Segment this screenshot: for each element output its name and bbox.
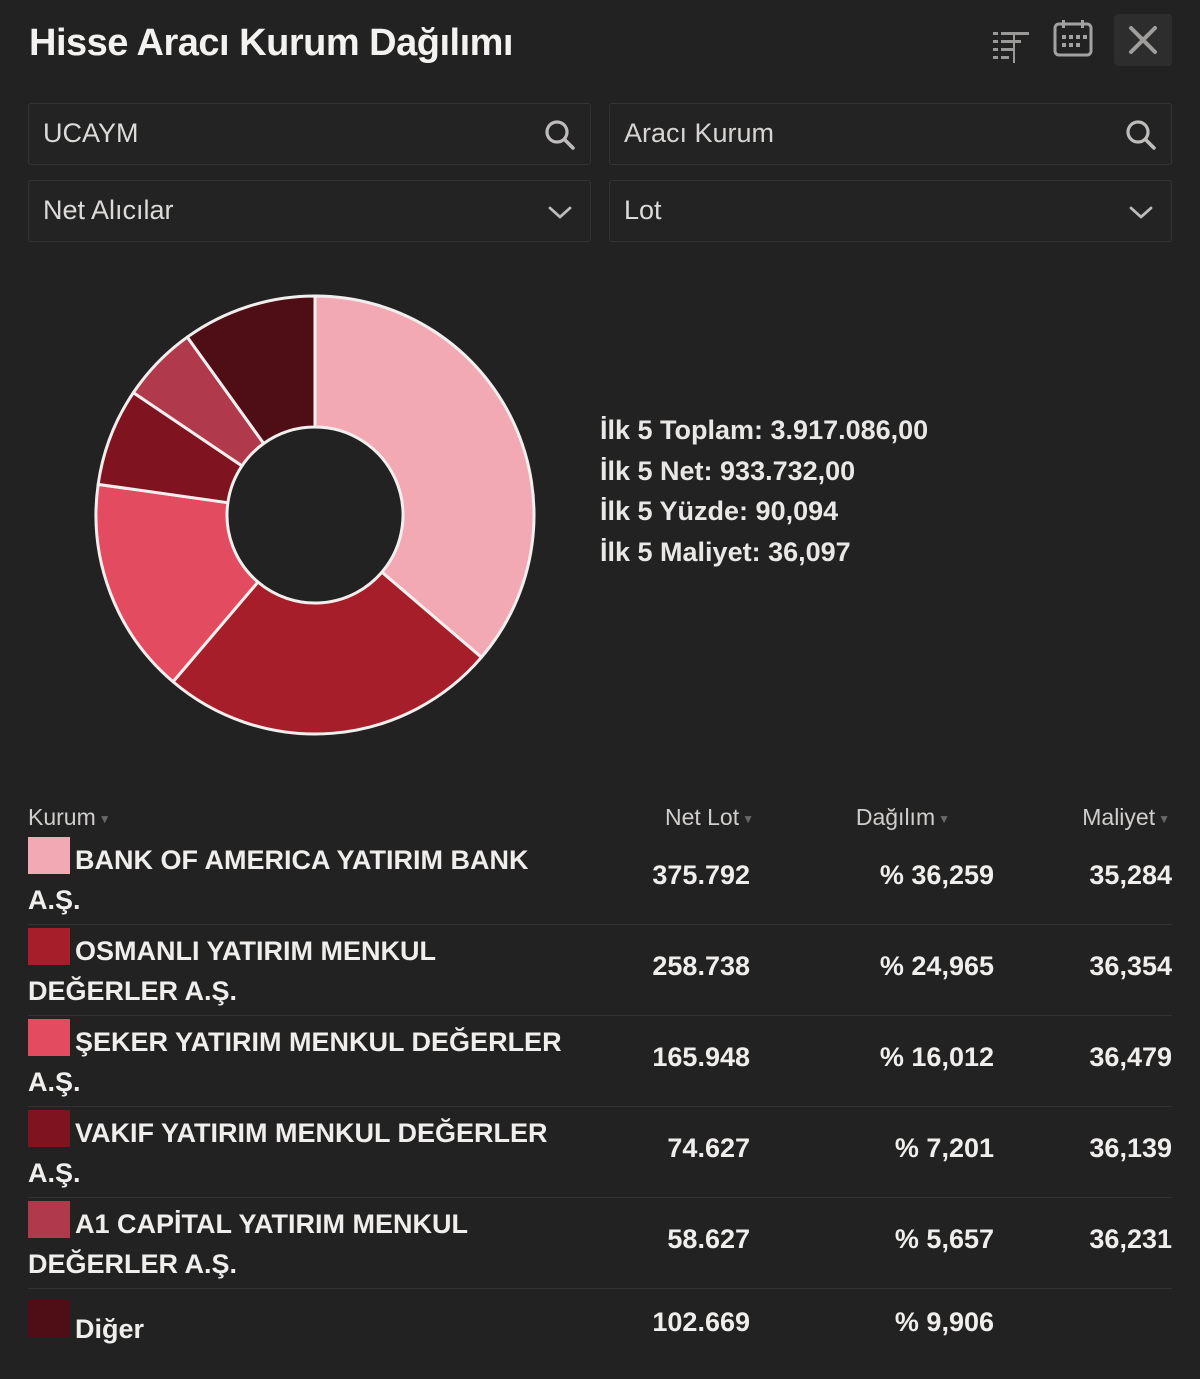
row-dagilim: % 9,906 (894, 1307, 994, 1337)
table-row[interactable]: VAKIF YATIRIM MENKUL DEĞERLER A.Ş. 74.62… (28, 1107, 1172, 1198)
row-dagilim: % 7,201 (894, 1133, 994, 1163)
row-maliyet: 36,139 (1089, 1133, 1172, 1163)
row-dagilim: % 16,012 (879, 1042, 994, 1072)
row-broker-name: VAKIF YATIRIM MENKUL DEĞERLER A.Ş. (28, 1118, 548, 1188)
broker-donut-chart (90, 290, 540, 740)
row-broker-name: OSMANLI YATIRIM MENKUL DEĞERLER A.Ş. (28, 936, 436, 1006)
unit-select[interactable]: Lot (609, 180, 1172, 242)
column-header-dagilim[interactable]: Dağılım ▼ (855, 804, 950, 830)
panel-title: Hisse Aracı Kurum Dağılımı (29, 22, 513, 64)
search-icon[interactable] (542, 117, 578, 153)
row-net-lot: 58.627 (667, 1224, 750, 1254)
column-header-net-lot[interactable]: Net Lot ▼ (664, 804, 754, 830)
table-row[interactable]: OSMANLI YATIRIM MENKUL DEĞERLER A.Ş. 258… (28, 925, 1172, 1016)
summary-percent: İlk 5 Yüzde: 90,094 (600, 496, 839, 526)
row-net-lot: 102.669 (652, 1307, 750, 1337)
search-icon[interactable] (1123, 117, 1159, 153)
legend-swatch (28, 1201, 70, 1238)
close-icon[interactable] (1114, 14, 1172, 66)
broker-search-field[interactable] (609, 103, 1172, 165)
sort-caret-icon: ▼ (742, 811, 754, 826)
table-row[interactable]: ŞEKER YATIRIM MENKUL DEĞERLER A.Ş. 165.9… (28, 1016, 1172, 1107)
donut-slice[interactable] (313, 294, 536, 659)
chevron-down-icon[interactable] (1123, 194, 1159, 230)
column-header-kurum[interactable]: Kurum ▼ (28, 804, 111, 830)
donut-slice[interactable] (94, 482, 260, 684)
top5-summary: İlk 5 Toplam: 3.917.086,00 İlk 5 Net: 93… (600, 410, 928, 572)
symbol-search-input[interactable] (43, 104, 523, 163)
side-select[interactable]: Net Alıcılar (28, 180, 591, 242)
row-net-lot: 165.948 (652, 1042, 750, 1072)
table-header: Kurum ▼ Net Lot ▼ Dağılım ▼ Maliyet ▼ (0, 800, 1200, 840)
summary-total: İlk 5 Toplam: 3.917.086,00 (600, 415, 929, 445)
row-broker-name: Diğer (75, 1314, 145, 1344)
legend-swatch (28, 1300, 70, 1337)
donut-slice[interactable] (171, 570, 483, 736)
legend-swatch (28, 1019, 70, 1056)
row-net-lot: 74.627 (667, 1133, 750, 1163)
table-row[interactable]: Diğer 102.669 % 9,906 (28, 1289, 1172, 1361)
table-row[interactable]: A1 CAPİTAL YATIRIM MENKUL DEĞERLER A.Ş. … (28, 1198, 1172, 1289)
row-net-lot: 258.738 (652, 951, 750, 981)
sort-caret-icon: ▼ (1158, 811, 1170, 826)
sort-caret-icon: ▼ (938, 811, 950, 826)
row-dagilim: % 5,657 (894, 1224, 994, 1254)
row-dagilim: % 24,965 (879, 951, 994, 981)
row-maliyet: 36,231 (1089, 1224, 1172, 1254)
row-maliyet: 35,284 (1089, 860, 1172, 890)
row-net-lot: 375.792 (652, 860, 750, 890)
symbol-search-field[interactable] (28, 103, 591, 165)
legend-swatch (28, 1110, 70, 1147)
row-broker-name: A1 CAPİTAL YATIRIM MENKUL DEĞERLER A.Ş. (28, 1209, 468, 1279)
sort-caret-icon: ▼ (98, 811, 111, 826)
donut-chart-svg (94, 294, 536, 736)
row-broker-name: BANK OF AMERICA YATIRIM BANK A.Ş. (28, 845, 529, 915)
legend-swatch (28, 837, 70, 874)
row-maliyet: 36,354 (1089, 951, 1172, 981)
summary-net: İlk 5 Net: 933.732,00 (600, 455, 856, 486)
broker-search-input[interactable] (624, 104, 1104, 163)
chevron-down-icon[interactable] (542, 194, 578, 230)
row-maliyet: 36,479 (1089, 1042, 1172, 1072)
filter-list-icon[interactable] (986, 20, 1036, 70)
summary-cost: İlk 5 Maliyet: 36,097 (600, 536, 851, 567)
unit-select-value: Lot (624, 195, 662, 225)
legend-swatch (28, 928, 70, 965)
row-broker-name: ŞEKER YATIRIM MENKUL DEĞERLER A.Ş. (28, 1027, 562, 1097)
donut-slice[interactable] (185, 294, 317, 446)
table-row[interactable]: BANK OF AMERICA YATIRIM BANK A.Ş. 375.79… (28, 834, 1172, 925)
column-header-maliyet[interactable]: Maliyet ▼ (1082, 804, 1170, 830)
panel-header: Hisse Aracı Kurum Dağılımı (0, 0, 1200, 92)
side-select-value: Net Alıcılar (43, 195, 174, 225)
row-dagilim: % 36,259 (879, 860, 994, 890)
calendar-icon[interactable] (1048, 14, 1098, 64)
